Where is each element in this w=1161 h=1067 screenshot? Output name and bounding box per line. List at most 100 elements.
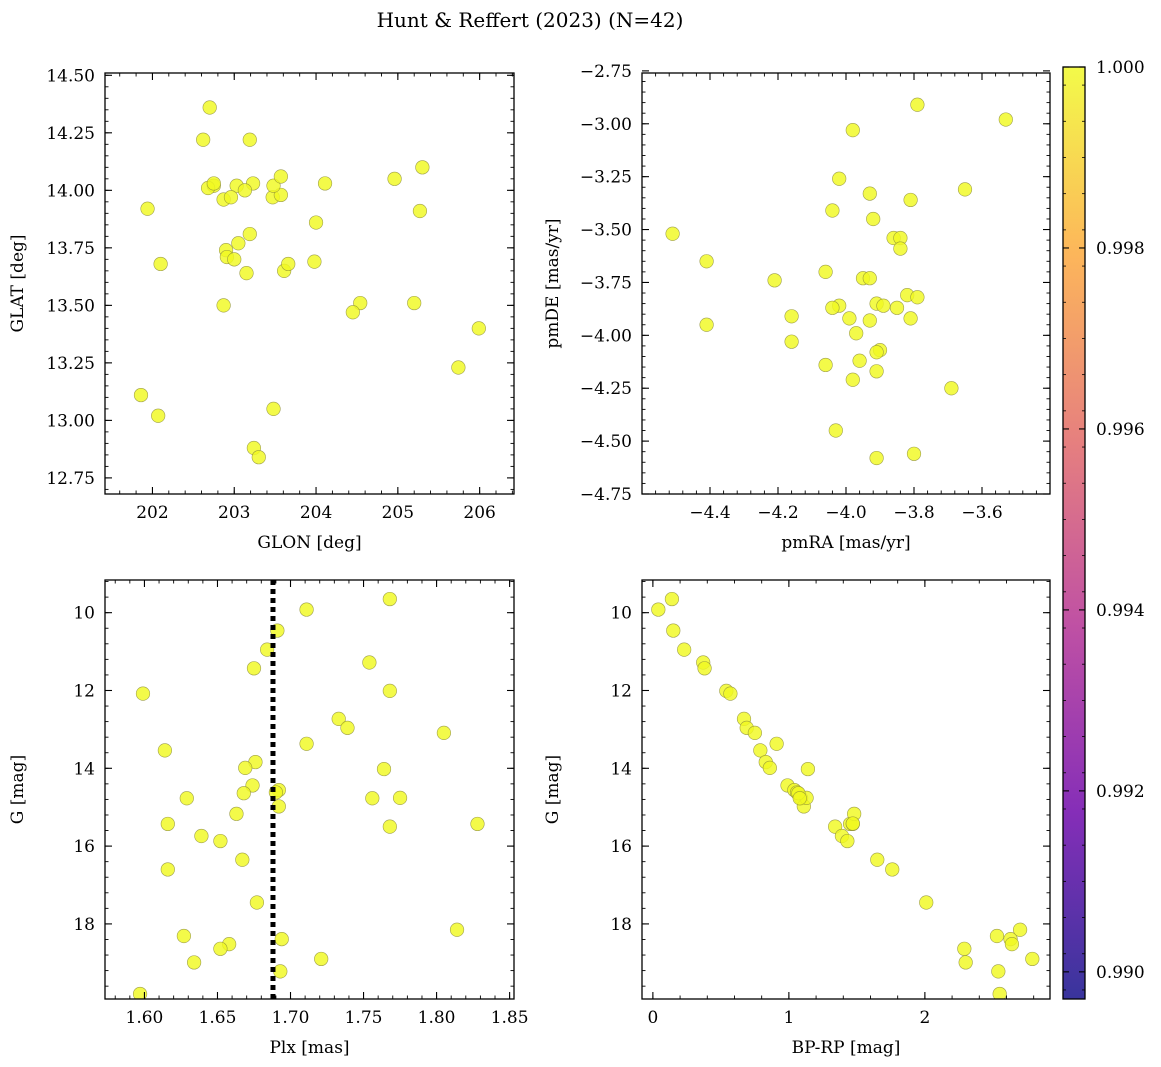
figure-title: Hunt & Reffert (2023) (N=42) [377, 8, 684, 32]
x-tick-label: 204 [300, 503, 332, 523]
y-tick-label: −2.75 [580, 62, 632, 82]
scatter-point [753, 743, 768, 758]
scatter-point [889, 300, 905, 315]
scatter-point [842, 311, 857, 326]
panel-glon-glat: 202 203 204 205 206 12.75 13.00 13.25 13.50 13.75… [8, 66, 515, 553]
colorbar-tick-label: 0.992 [1096, 782, 1145, 802]
scatter-point [392, 790, 408, 805]
y-tick-label: −3.00 [580, 115, 632, 135]
scatter-point [382, 819, 397, 834]
scatter-point [407, 295, 422, 311]
y-tick-label: −3.50 [580, 221, 632, 241]
scatter-point [998, 112, 1013, 127]
scatter-point [179, 791, 194, 806]
scatter-point [992, 986, 1007, 999]
scatter-point [251, 450, 266, 465]
scatter-point [229, 806, 244, 821]
scatter-point [273, 169, 288, 184]
scatter-point [876, 298, 891, 313]
axis-ticks [105, 73, 514, 494]
scatter-point [866, 211, 881, 227]
scatter-points [133, 100, 486, 465]
scatter-point [828, 423, 843, 438]
scatter-point [665, 226, 680, 241]
scatter-point [818, 264, 833, 279]
x-tick-label: −3.8 [893, 503, 934, 523]
colorbar-tick-label: 0.990 [1096, 963, 1145, 983]
y-tick-label: 14 [610, 759, 632, 779]
x-tick-label: 1.85 [491, 1008, 529, 1028]
scatter-point [862, 186, 877, 201]
scatter-point [307, 254, 322, 269]
scatter-point [784, 309, 799, 324]
y-tick-label: 13.25 [46, 354, 95, 374]
scatter-points [651, 591, 1040, 999]
scatter-point [957, 941, 972, 956]
scatter-point [906, 446, 922, 461]
axis-ticks [642, 580, 1050, 999]
y-tick-label: 18 [610, 915, 632, 935]
scatter-point [299, 602, 314, 617]
scatter-point [436, 725, 451, 740]
x-tick-label: −4.0 [825, 503, 866, 523]
scatter-point [769, 736, 784, 751]
scatter-point [202, 100, 217, 115]
scatter-point [893, 241, 908, 256]
x-tick-label: −3.6 [961, 503, 1002, 523]
colorbar: 0.990 0.992 0.994 0.996 0.998 1.000 [1062, 58, 1145, 1000]
y-tick-label: 16 [73, 837, 95, 857]
scatter-point [345, 305, 360, 320]
scatter-point [412, 203, 428, 219]
y-axis-label: G [mag] [8, 755, 28, 824]
y-tick-label: −4.00 [580, 326, 632, 346]
scatter-point [236, 786, 251, 801]
scatter-point [238, 760, 253, 776]
scatter-point [762, 760, 777, 776]
scatter-point [246, 661, 262, 676]
scatter-point [845, 123, 860, 138]
panel-plx-g: 1.60 1.65 1.70 1.75 1.80 1.85 10 12 14 16 18 Plx [m… [8, 579, 529, 1058]
scatter-point [187, 955, 202, 970]
scatter-point [308, 215, 324, 230]
scatter-point [382, 683, 397, 698]
y-tick-label: 12 [73, 681, 95, 701]
y-tick-label: −3.25 [580, 168, 632, 188]
scatter-point [242, 226, 257, 242]
x-tick-label: 1.70 [272, 1008, 310, 1028]
axes-frame [104, 72, 515, 495]
y-tick-label: −4.75 [580, 485, 632, 505]
scatter-point [376, 761, 392, 777]
scatter-point [213, 833, 228, 849]
scatter-point [852, 353, 867, 368]
axis-ticks [642, 70, 1050, 495]
scatter-point [415, 160, 430, 175]
scatter-point [340, 720, 355, 735]
scatter-point [870, 852, 885, 867]
scatter-point [784, 334, 799, 349]
scatter-point [957, 182, 973, 197]
scatter-point [135, 686, 151, 701]
scatter-point [140, 201, 155, 216]
scatter-point [818, 357, 833, 373]
scatter-point [281, 256, 296, 272]
scatter-point [800, 761, 816, 777]
scatter-point [910, 97, 925, 112]
scatter-point [451, 360, 466, 375]
scatter-point [862, 313, 877, 328]
scatter-point [266, 401, 281, 416]
scatter-point [910, 290, 925, 305]
scatter-point [944, 381, 959, 396]
scatter-point [365, 791, 380, 806]
scatter-point [132, 986, 148, 999]
scatter-point [989, 928, 1005, 944]
y-tick-label: 13.00 [46, 411, 95, 431]
scatter-point [231, 236, 246, 251]
scatter-point [747, 725, 762, 740]
y-tick-label: 14.00 [46, 181, 95, 201]
scatter-point [869, 345, 884, 360]
y-tick-label: 10 [610, 604, 632, 624]
x-tick-label: 1.65 [199, 1008, 237, 1028]
scatter-point [160, 816, 175, 832]
scatter-point [840, 833, 855, 849]
